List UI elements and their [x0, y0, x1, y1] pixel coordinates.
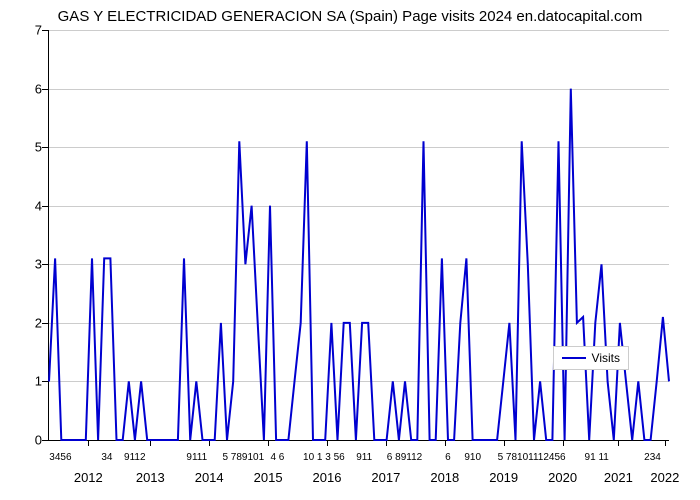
y-tick-label: 3 [18, 257, 42, 272]
y-tick-label: 5 [18, 140, 42, 155]
y-tick-label: 6 [18, 81, 42, 96]
x-major-label: 2017 [371, 470, 400, 485]
x-tick-label: 5 78101112456 [498, 452, 566, 463]
x-tick-label: 910 [464, 452, 481, 463]
line-series [49, 30, 669, 440]
x-major-label: 2013 [136, 470, 165, 485]
x-major-label: 2014 [195, 470, 224, 485]
chart-title: GAS Y ELECTRICIDAD GENERACION SA (Spain)… [0, 8, 700, 25]
plot-area: Visits [48, 30, 669, 441]
x-major-label: 2016 [313, 470, 342, 485]
x-tick-label: 234 [644, 452, 661, 463]
y-tick-label: 1 [18, 374, 42, 389]
x-tick-label: 91 11 [585, 452, 609, 463]
x-major-label: 2012 [74, 470, 103, 485]
legend-label: Visits [592, 351, 620, 365]
x-major-label: 2015 [254, 470, 283, 485]
y-tick-label: 4 [18, 198, 42, 213]
y-tick-label: 2 [18, 315, 42, 330]
x-tick-label: 4 6 [270, 452, 284, 463]
x-major-label: 2021 [604, 470, 633, 485]
x-tick-label: 911 [356, 452, 372, 463]
x-major-label: 2019 [489, 470, 518, 485]
x-tick-label: 3456 [49, 452, 71, 463]
chart-container: GAS Y ELECTRICIDAD GENERACION SA (Spain)… [0, 0, 700, 500]
x-tick-label: 5 789101 [222, 452, 264, 463]
x-major-label: 2020 [548, 470, 577, 485]
x-tick-label: 6 89112 [387, 452, 422, 463]
x-major-label: 2022 [650, 470, 679, 485]
x-tick-label: 9112 [124, 452, 146, 463]
x-tick-label: 10 1 3 56 [303, 452, 345, 463]
legend: Visits [553, 346, 629, 370]
legend-swatch [562, 357, 586, 359]
x-tick-label: 6 [445, 452, 451, 463]
x-tick-label: 34 [101, 452, 112, 463]
x-major-label: 2018 [430, 470, 459, 485]
x-tick-label: 9111 [186, 452, 207, 463]
y-tick-label: 7 [18, 23, 42, 38]
y-tick-label: 0 [18, 433, 42, 448]
